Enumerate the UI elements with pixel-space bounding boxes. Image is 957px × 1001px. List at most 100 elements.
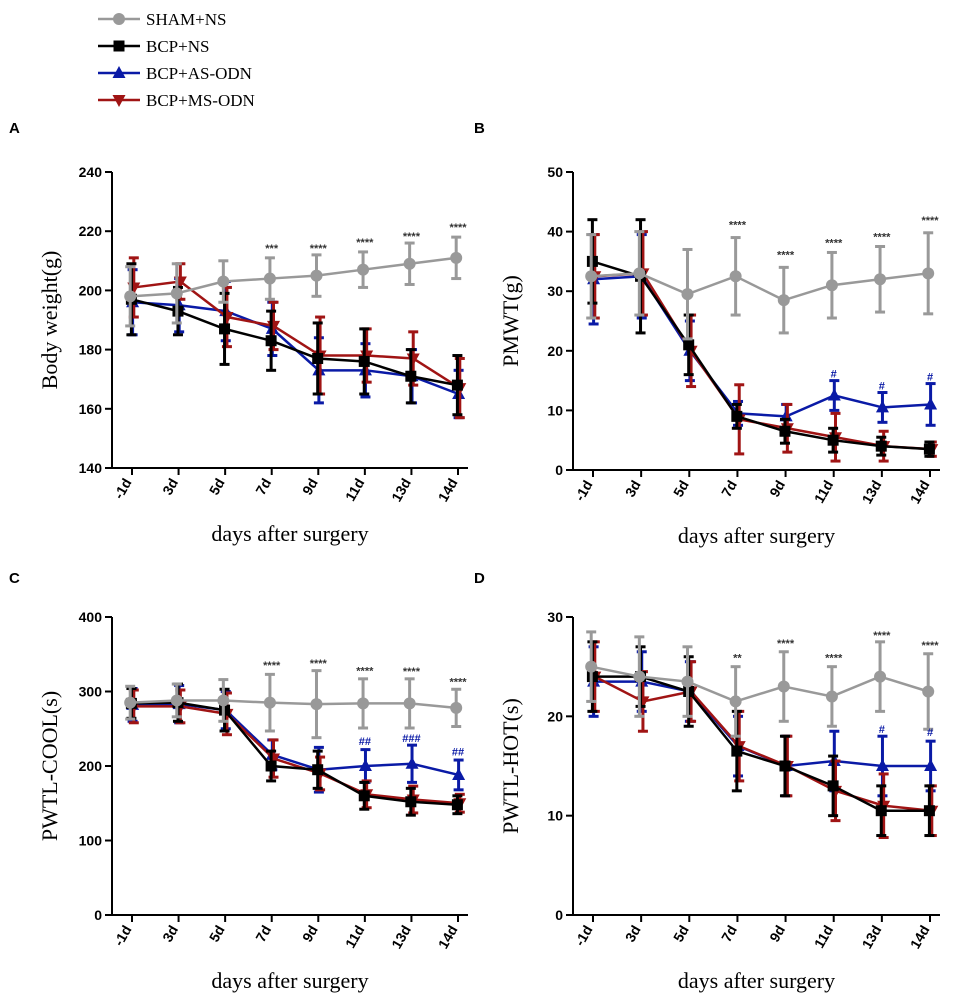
data-point: [405, 370, 417, 382]
y-axis-title: PWTL-HOT(s): [498, 698, 523, 834]
x-tick-label: -1d: [571, 478, 595, 504]
panel-letter: D: [474, 570, 485, 587]
y-tick-label: 0: [94, 907, 102, 923]
hash-annotation: #: [879, 724, 885, 736]
y-tick-label: 160: [79, 401, 103, 417]
series-line: [133, 280, 461, 390]
x-tick-label: 13d: [859, 923, 885, 952]
data-point: [357, 263, 370, 276]
series-line: [131, 701, 458, 806]
data-point: [403, 257, 416, 270]
x-tick-label: 9d: [299, 923, 321, 945]
significance-annotation: ****: [825, 238, 843, 250]
y-tick-label: 200: [79, 758, 103, 774]
data-point: [827, 434, 839, 446]
data-point: [403, 697, 416, 710]
y-tick-label: 100: [79, 833, 103, 849]
data-point: [219, 323, 231, 335]
x-tick-label: 5d: [670, 923, 692, 945]
significance-annotation: ****: [403, 231, 421, 243]
x-tick-label: -1d: [571, 923, 595, 949]
x-tick-label: 3d: [159, 476, 181, 498]
data-point: [683, 339, 695, 351]
x-tick-label: 3d: [622, 923, 644, 945]
data-point: [170, 287, 183, 300]
data-point: [874, 273, 887, 286]
x-tick-label: 5d: [670, 478, 692, 500]
x-tick-label: 11d: [342, 923, 368, 951]
series-line: [131, 298, 458, 387]
y-axis-title: PMWT(g): [498, 275, 523, 367]
y-tick-label: 40: [547, 224, 563, 240]
data-point: [874, 670, 887, 683]
data-point: [406, 353, 420, 366]
series-line: [130, 256, 457, 298]
y-tick-label: 240: [79, 164, 103, 180]
x-tick-label: 5d: [206, 476, 228, 498]
x-tick-label: -1d: [110, 923, 134, 949]
series-line: [130, 699, 457, 710]
data-point: [357, 697, 370, 710]
series-bcp-ns: [125, 262, 463, 417]
panel-b: B 0 10 20 30 40 50 -1d 3d 5d 7d 9d 11d 13d 14d days aft…: [474, 120, 940, 548]
panel-d: D 0 10 20 30 -1d 3d 5d 7d 9d 11d 13d 14d days after s…: [474, 570, 940, 993]
panel-letter: A: [9, 120, 20, 137]
data-point: [825, 690, 838, 703]
y-tick-label: 200: [79, 282, 103, 298]
series-line: [594, 675, 932, 812]
data-point: [312, 764, 324, 776]
data-point: [263, 696, 276, 709]
data-point: [451, 799, 463, 811]
legend-marker: [112, 66, 126, 78]
data-point: [405, 796, 417, 808]
x-tick-label: 13d: [388, 923, 414, 952]
x-tick-label: 9d: [766, 478, 788, 500]
data-point: [777, 294, 790, 307]
significance-annotation: ****: [921, 215, 939, 227]
y-tick-label: 20: [547, 708, 563, 724]
data-point: [265, 760, 277, 772]
significance-annotation: ****: [310, 658, 328, 670]
significance-annotation: ****: [825, 653, 843, 665]
panel-c: C 0 100 200 300 400 -1d 3d 5d 7d 9d 11d 13d 14d days a…: [9, 570, 468, 993]
data-point: [875, 805, 887, 817]
hash-annotation: ##: [359, 736, 371, 748]
data-point: [681, 675, 694, 688]
data-point: [358, 355, 370, 367]
significance-annotation: ****: [356, 237, 374, 249]
data-point: [450, 701, 463, 714]
legend-item-bcp-ns: BCP+NS: [98, 37, 209, 56]
significance-annotation: **: [733, 653, 742, 665]
data-point: [633, 670, 646, 683]
series-line: [592, 260, 930, 451]
series-sham-ns: [124, 235, 463, 328]
significance-annotation: ****: [449, 677, 467, 689]
legend-item-sham-ns: SHAM+NS: [98, 10, 226, 29]
series-line: [590, 665, 929, 703]
data-point: [358, 790, 370, 802]
legend-label: SHAM+NS: [146, 10, 226, 29]
legend-label: BCP+NS: [146, 37, 209, 56]
data-point: [729, 695, 742, 708]
y-tick-label: 10: [547, 402, 563, 418]
data-point: [922, 267, 935, 280]
x-tick-label: 13d: [859, 478, 885, 507]
data-point: [779, 760, 791, 772]
data-point: [312, 352, 324, 364]
x-tick-label: 11d: [811, 478, 837, 506]
x-tick-label: 3d: [159, 923, 181, 945]
legend-label: BCP+AS-ODN: [146, 64, 252, 83]
y-tick-label: 50: [547, 164, 563, 180]
series-sham-ns: [585, 230, 935, 341]
data-point: [124, 696, 137, 709]
series-line: [592, 675, 930, 812]
hash-annotation: #: [927, 727, 933, 739]
panel-letter: B: [474, 120, 485, 137]
series-sham-ns: [585, 630, 935, 738]
x-tick-label: 14d: [435, 923, 461, 952]
legend-marker: [113, 13, 125, 25]
x-tick-label: 11d: [811, 923, 837, 951]
data-point: [777, 680, 790, 693]
x-tick-label: 9d: [299, 476, 321, 498]
